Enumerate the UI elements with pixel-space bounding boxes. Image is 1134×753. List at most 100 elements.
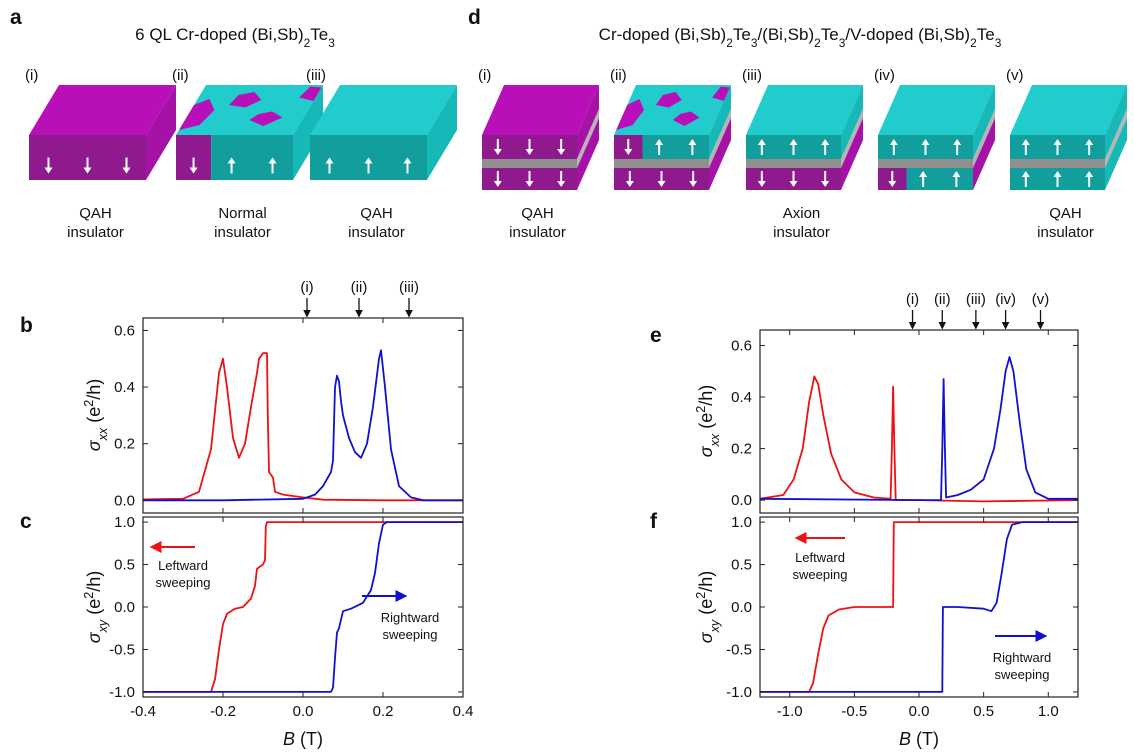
spin-arrow-head (1085, 139, 1094, 145)
spin-arrow-head (83, 167, 92, 174)
text-part: (e (696, 413, 716, 434)
sweep-label: Rightward (381, 610, 440, 625)
y-tick-label: 0.0 (114, 599, 135, 616)
spin-arrow-head (821, 139, 830, 145)
marker-label: (ii) (934, 291, 951, 308)
data-line (142, 352, 463, 502)
text-part: /(Bi,Sb) (757, 25, 814, 44)
block-top (482, 85, 599, 135)
block-label: insulator (348, 224, 405, 241)
y-tick-label: -0.5 (726, 641, 752, 658)
block-side (709, 85, 731, 159)
x-tick-label: -1.0 (777, 703, 803, 720)
block-side (973, 118, 995, 190)
spin-arrow-head (655, 139, 664, 145)
diagram-title: 6 QL Cr-doped (Bi,Sb)2Te3 (135, 25, 335, 50)
spin-arrow-head (1021, 171, 1030, 177)
plot-frame (759, 329, 1079, 514)
block-side (1105, 109, 1127, 168)
marker-label: (v) (1032, 291, 1050, 308)
spin-arrow-head (557, 181, 566, 187)
panel-letter: a (10, 6, 22, 29)
spin-arrow-head (821, 181, 830, 187)
block-tag: (v) (1006, 67, 1024, 84)
text-part: σ (696, 445, 716, 457)
text-part: 3 (995, 36, 1002, 50)
x-tick-label: 0.0 (909, 703, 930, 720)
block-label: insulator (773, 224, 830, 241)
sweep-label: sweeping (793, 567, 848, 582)
text-part: (e (84, 407, 104, 428)
x-tick-label: -0.5 (841, 703, 867, 720)
sweep-label: Rightward (993, 650, 1052, 665)
text-part: Te (977, 25, 995, 44)
sweep-label: Leftward (795, 550, 845, 565)
data-line (759, 356, 1078, 501)
spin-arrow-head (1085, 171, 1094, 177)
block-front (1010, 159, 1105, 168)
text-part: xx (96, 427, 110, 441)
text-part: Cr-doped (Bi,Sb) (599, 25, 727, 44)
spin-arrow-head (689, 181, 698, 187)
block-tag: (iii) (742, 67, 762, 84)
text-part: (T) (295, 729, 323, 749)
block-front (482, 159, 577, 168)
panel-letter: f (650, 510, 658, 533)
block-side (841, 118, 863, 190)
block-tag: (iv) (874, 67, 895, 84)
block-top (746, 85, 863, 135)
text-part: (T) (911, 729, 939, 749)
data-line (760, 521, 1078, 693)
data-line (143, 521, 463, 693)
text-part: B (899, 729, 911, 749)
text-part: 2 (814, 36, 821, 50)
block-side (973, 85, 995, 159)
text-part: σ (696, 631, 716, 643)
domain (712, 86, 730, 101)
y-axis-label: σxy (e2/h) (82, 571, 110, 644)
y-tick-label: 0.5 (114, 557, 135, 574)
text-part: Te (310, 25, 328, 44)
text-part: 6 QL Cr-doped (Bi,Sb) (135, 25, 304, 44)
spin-arrow-head (888, 181, 897, 187)
block-top (176, 85, 323, 135)
block-top (878, 85, 995, 135)
y-axis-label: σxx (e2/h) (694, 385, 722, 458)
y-tick-label: 0.5 (731, 557, 752, 574)
block-tag: (ii) (610, 67, 627, 84)
block-label: Axion (783, 205, 821, 222)
domain (672, 111, 700, 126)
x-tick-label: 1.0 (1038, 703, 1059, 720)
spin-arrow-head (921, 139, 930, 145)
data-line (760, 521, 1078, 693)
y-axis-label: σxx (e2/h) (82, 379, 110, 452)
domain (229, 92, 262, 108)
y-tick-label: 0.0 (114, 492, 135, 509)
text-part: Te (821, 25, 839, 44)
text-part: /V-doped (Bi,Sb) (845, 25, 970, 44)
spin-arrow-head (952, 171, 961, 177)
block-side (973, 109, 995, 168)
spin-arrow-head (268, 157, 277, 164)
spin-arrow-head (1053, 171, 1062, 177)
block-top (614, 85, 731, 135)
block-front (906, 168, 973, 190)
panel-letter: b (20, 314, 33, 337)
spin-arrow-head (625, 181, 634, 187)
text-part: σ (84, 439, 104, 451)
plot-frame (142, 516, 464, 698)
block-side (1105, 85, 1127, 159)
spin-arrow-head (227, 157, 236, 164)
marker-label: (i) (300, 279, 313, 296)
spin-arrow-head (493, 149, 502, 155)
block-label: QAH (360, 205, 393, 222)
marker-label: (iii) (966, 291, 986, 308)
block-side (841, 109, 863, 168)
data-line (759, 375, 1079, 503)
panel-letter: c (20, 510, 32, 533)
spin-arrow-head (688, 139, 697, 145)
text-part: xx (708, 433, 722, 447)
block-side (1105, 118, 1127, 190)
domain (299, 86, 322, 101)
